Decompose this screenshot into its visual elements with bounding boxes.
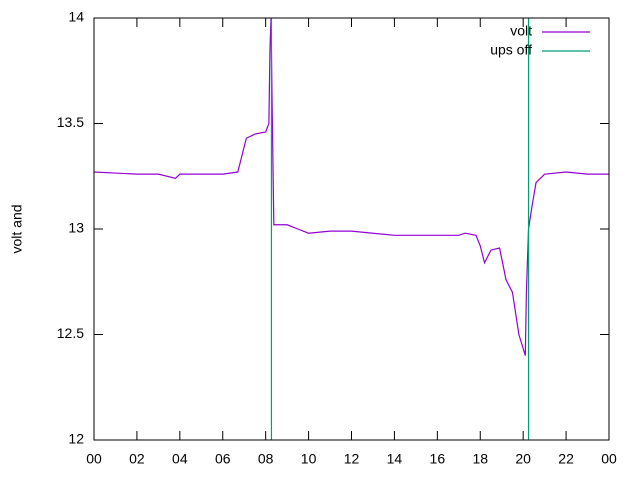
legend-label: volt (510, 23, 532, 39)
x-tick-label: 10 (301, 451, 317, 467)
y-axis-label: volt and (9, 204, 25, 253)
y-tick-label: 12.5 (57, 325, 84, 341)
x-tick-label: 16 (430, 451, 446, 467)
x-tick-label: 14 (387, 451, 403, 467)
x-tick-label: 04 (172, 451, 188, 467)
legend-label: ups off (490, 42, 532, 58)
x-tick-label: 22 (558, 451, 574, 467)
x-tick-label: 18 (472, 451, 488, 467)
x-tick-label: 02 (129, 451, 145, 467)
y-tick-label: 12 (68, 431, 84, 447)
x-tick-label: 12 (344, 451, 360, 467)
y-tick-label: 13 (68, 220, 84, 236)
plot-frame (93, 17, 610, 441)
x-tick-label: 00 (601, 451, 617, 467)
x-tick-label: 20 (515, 451, 531, 467)
y-tick-label: 14 (68, 9, 84, 25)
x-tick-label: 06 (215, 451, 231, 467)
x-tick-label: 08 (258, 451, 274, 467)
data-line (93, 17, 609, 356)
x-tick-label: 00 (86, 451, 102, 467)
y-tick-label: 13.5 (57, 114, 84, 130)
